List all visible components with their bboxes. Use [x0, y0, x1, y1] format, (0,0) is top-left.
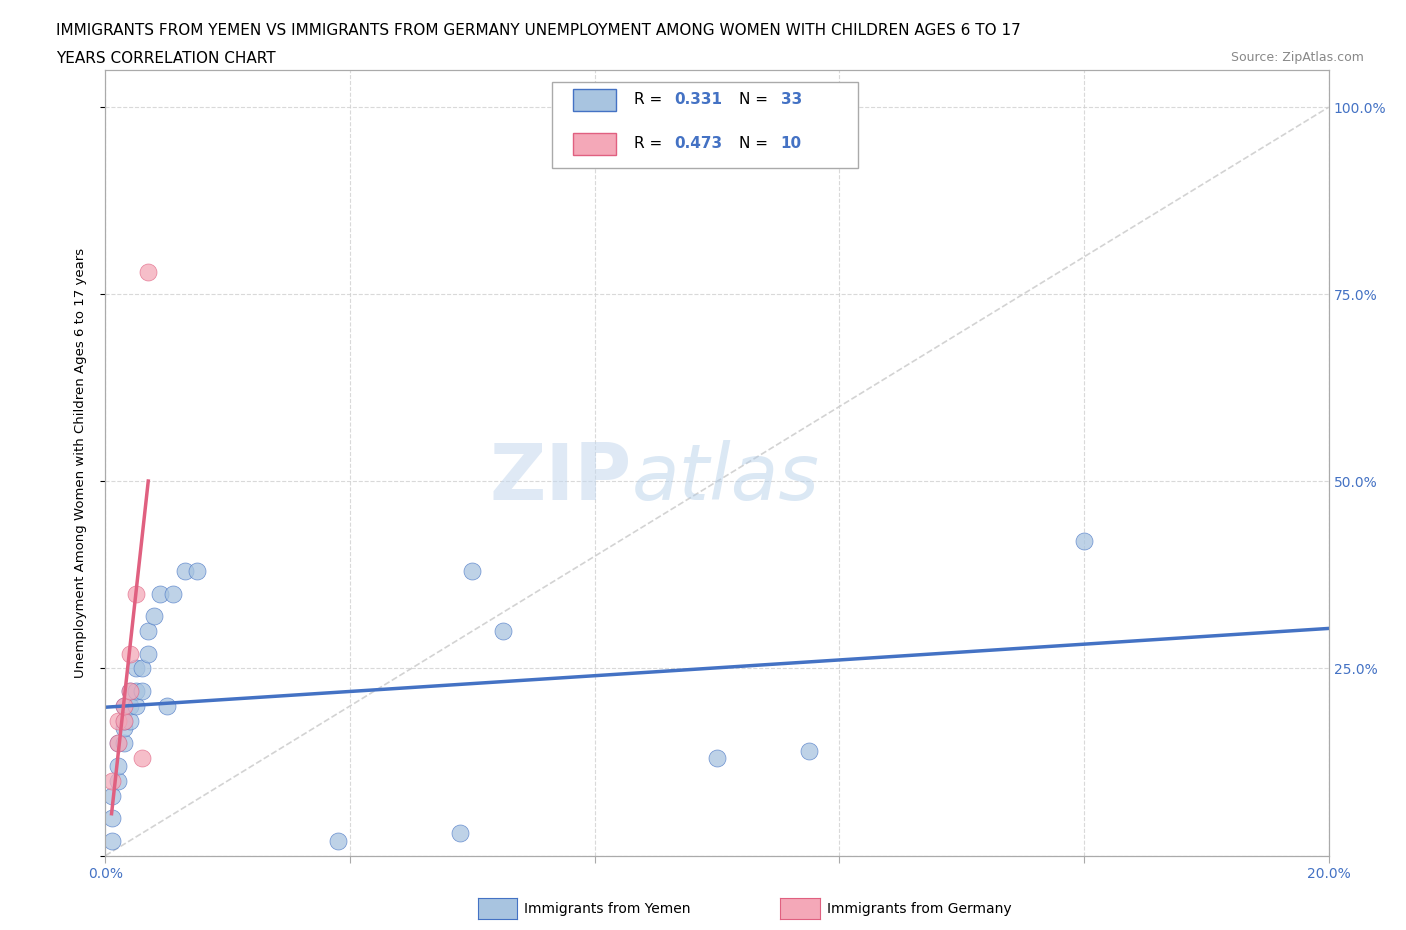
Point	[706, 751, 728, 765]
Point	[131, 684, 153, 698]
Text: 10: 10	[780, 136, 801, 151]
Point	[100, 789, 122, 804]
Point	[125, 698, 148, 713]
FancyBboxPatch shape	[553, 82, 858, 168]
Point	[112, 698, 135, 713]
Text: YEARS CORRELATION CHART: YEARS CORRELATION CHART	[56, 51, 276, 66]
Text: R =: R =	[634, 136, 666, 151]
Point	[107, 758, 129, 773]
Point	[112, 713, 135, 728]
Point	[155, 698, 177, 713]
Text: Source: ZipAtlas.com: Source: ZipAtlas.com	[1230, 51, 1364, 64]
Point	[112, 721, 135, 736]
Point	[107, 736, 129, 751]
Point	[1073, 534, 1095, 549]
Point	[107, 736, 129, 751]
Text: atlas: atlas	[631, 441, 820, 516]
Text: R =: R =	[634, 92, 666, 107]
Point	[797, 743, 820, 758]
Point	[118, 713, 141, 728]
Point	[461, 564, 484, 578]
Text: Immigrants from Germany: Immigrants from Germany	[827, 901, 1011, 916]
Point	[125, 586, 148, 601]
Point	[118, 684, 141, 698]
Text: Immigrants from Yemen: Immigrants from Yemen	[524, 901, 690, 916]
Point	[107, 774, 129, 789]
Text: 33: 33	[780, 92, 801, 107]
Point	[112, 713, 135, 728]
Text: 0.473: 0.473	[675, 136, 723, 151]
Point	[136, 624, 159, 639]
Text: N =: N =	[740, 92, 773, 107]
Point	[326, 833, 349, 848]
Point	[131, 751, 153, 765]
Point	[107, 713, 129, 728]
Point	[112, 698, 135, 713]
Y-axis label: Unemployment Among Women with Children Ages 6 to 17 years: Unemployment Among Women with Children A…	[75, 247, 87, 678]
Point	[118, 684, 141, 698]
Point	[100, 833, 122, 848]
FancyBboxPatch shape	[572, 88, 616, 111]
Point	[100, 811, 122, 826]
Point	[136, 646, 159, 661]
FancyBboxPatch shape	[572, 133, 616, 154]
Point	[149, 586, 172, 601]
Point	[118, 698, 141, 713]
Point	[112, 736, 135, 751]
Point	[162, 586, 184, 601]
Point	[131, 661, 153, 676]
Text: ZIP: ZIP	[489, 441, 631, 516]
Text: IMMIGRANTS FROM YEMEN VS IMMIGRANTS FROM GERMANY UNEMPLOYMENT AMONG WOMEN WITH C: IMMIGRANTS FROM YEMEN VS IMMIGRANTS FROM…	[56, 23, 1021, 38]
Point	[449, 826, 471, 841]
Point	[125, 661, 148, 676]
Point	[174, 564, 197, 578]
Point	[492, 624, 515, 639]
Point	[125, 684, 148, 698]
Point	[100, 774, 122, 789]
Point	[186, 564, 208, 578]
Point	[118, 646, 141, 661]
Text: 0.331: 0.331	[675, 92, 723, 107]
Point	[143, 608, 166, 623]
Point	[136, 264, 159, 279]
Text: N =: N =	[740, 136, 773, 151]
